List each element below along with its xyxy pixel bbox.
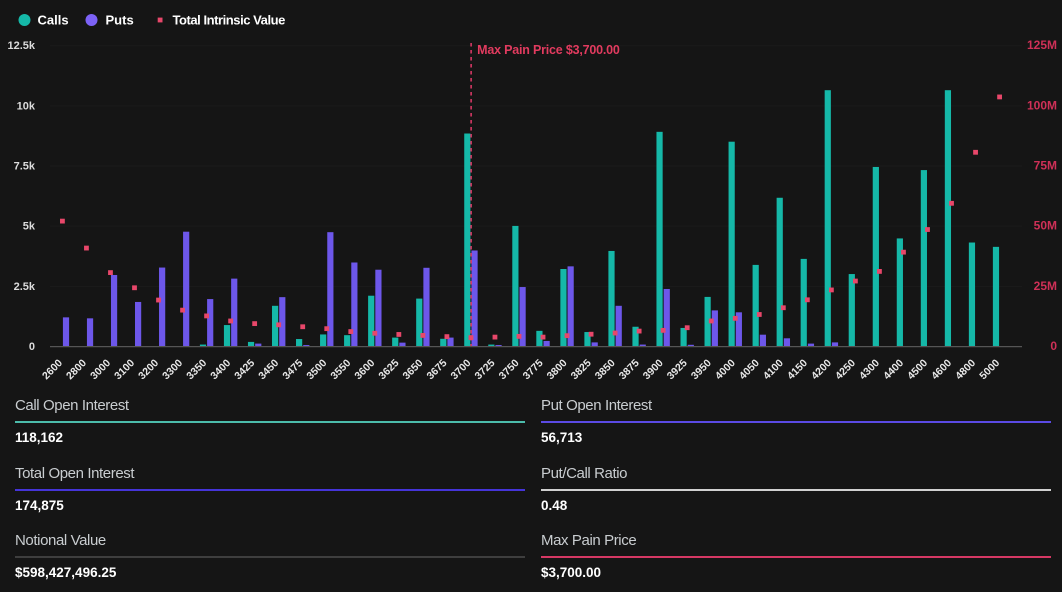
svg-text:3950: 3950 [689, 357, 714, 382]
svg-text:3100: 3100 [112, 357, 137, 382]
svg-text:7.5k: 7.5k [14, 161, 36, 173]
svg-text:50M: 50M [1034, 219, 1057, 233]
svg-text:Puts: Puts [106, 13, 134, 28]
svg-text:4500: 4500 [905, 357, 930, 382]
svg-text:3850: 3850 [593, 357, 618, 382]
svg-text:3825: 3825 [569, 357, 594, 382]
svg-text:3425: 3425 [232, 357, 257, 382]
svg-text:3675: 3675 [425, 357, 450, 382]
svg-text:3800: 3800 [545, 357, 570, 382]
svg-text:Max Pain Price $3,700.00: Max Pain Price $3,700.00 [477, 43, 620, 57]
svg-text:3700: 3700 [449, 357, 474, 382]
svg-text:4250: 4250 [833, 357, 858, 382]
svg-text:3550: 3550 [328, 357, 353, 382]
svg-text:3625: 3625 [376, 357, 401, 382]
svg-text:3350: 3350 [184, 357, 209, 382]
svg-text:25M: 25M [1034, 279, 1057, 293]
svg-text:Total Intrinsic Value: Total Intrinsic Value [173, 13, 286, 28]
svg-text:4800: 4800 [953, 357, 978, 382]
svg-text:Calls: Calls [38, 13, 69, 28]
svg-text:3300: 3300 [160, 357, 185, 382]
svg-text:3475: 3475 [280, 357, 305, 382]
svg-text:4200: 4200 [809, 357, 834, 382]
svg-text:3600: 3600 [352, 357, 377, 382]
svg-text:100M: 100M [1027, 98, 1057, 112]
svg-text:0: 0 [29, 341, 35, 353]
svg-text:75M: 75M [1034, 159, 1057, 173]
svg-text:12.5k: 12.5k [7, 40, 35, 52]
svg-text:4000: 4000 [713, 357, 738, 382]
svg-text:4400: 4400 [881, 357, 906, 382]
svg-text:4150: 4150 [785, 357, 810, 382]
svg-text:3000: 3000 [88, 357, 113, 382]
svg-text:5000: 5000 [977, 357, 1002, 382]
svg-text:3900: 3900 [641, 357, 666, 382]
svg-text:2.5k: 2.5k [14, 281, 36, 293]
svg-text:4300: 4300 [857, 357, 882, 382]
svg-text:2600: 2600 [40, 357, 65, 382]
svg-text:3500: 3500 [304, 357, 329, 382]
svg-text:5k: 5k [23, 221, 36, 233]
svg-text:10k: 10k [17, 100, 36, 112]
svg-text:3725: 3725 [473, 357, 498, 382]
svg-text:3450: 3450 [256, 357, 281, 382]
svg-text:3400: 3400 [208, 357, 233, 382]
svg-text:4600: 4600 [929, 357, 954, 382]
svg-text:4050: 4050 [737, 357, 762, 382]
svg-text:3650: 3650 [400, 357, 425, 382]
svg-text:3775: 3775 [521, 357, 546, 382]
svg-text:3925: 3925 [665, 357, 690, 382]
svg-text:4100: 4100 [761, 357, 786, 382]
svg-text:3200: 3200 [136, 357, 161, 382]
svg-text:3750: 3750 [497, 357, 522, 382]
svg-text:125M: 125M [1027, 38, 1057, 52]
svg-text:0: 0 [1050, 339, 1057, 353]
svg-text:2800: 2800 [64, 357, 89, 382]
svg-text:3875: 3875 [617, 357, 642, 382]
